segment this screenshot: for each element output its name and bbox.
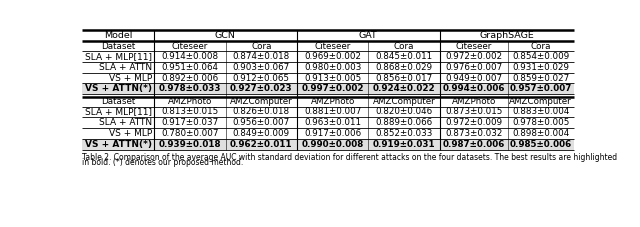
Text: 0.898±0.004: 0.898±0.004 xyxy=(512,129,570,138)
Text: 0.852±0.033: 0.852±0.033 xyxy=(375,129,433,138)
Text: 0.927±0.023: 0.927±0.023 xyxy=(230,84,292,93)
Text: 0.980±0.003: 0.980±0.003 xyxy=(304,63,362,72)
Text: AMZComputer: AMZComputer xyxy=(509,97,572,106)
Text: SLA + MLP[11]: SLA + MLP[11] xyxy=(85,107,152,116)
Text: Dataset: Dataset xyxy=(101,97,135,106)
Text: 0.931±0.029: 0.931±0.029 xyxy=(512,63,569,72)
Text: 0.956±0.007: 0.956±0.007 xyxy=(233,118,290,127)
Text: 0.962±0.011: 0.962±0.011 xyxy=(230,140,292,149)
Text: 0.963±0.011: 0.963±0.011 xyxy=(304,118,361,127)
Text: 0.868±0.029: 0.868±0.029 xyxy=(376,63,433,72)
Text: 0.883±0.004: 0.883±0.004 xyxy=(512,107,570,116)
Text: 0.924±0.022: 0.924±0.022 xyxy=(372,84,435,93)
Text: 0.903±0.067: 0.903±0.067 xyxy=(233,63,290,72)
Text: 0.997±0.002: 0.997±0.002 xyxy=(301,84,364,93)
Text: 0.972±0.009: 0.972±0.009 xyxy=(445,118,502,127)
Text: 0.845±0.011: 0.845±0.011 xyxy=(376,52,433,61)
Text: 0.849±0.009: 0.849±0.009 xyxy=(233,129,290,138)
Text: 0.978±0.033: 0.978±0.033 xyxy=(159,84,221,93)
Text: 0.859±0.027: 0.859±0.027 xyxy=(512,74,570,83)
Text: 0.978±0.005: 0.978±0.005 xyxy=(512,118,570,127)
Text: in bold. (*) denotes our proposed method.: in bold. (*) denotes our proposed method… xyxy=(83,158,244,167)
Text: VS + ATTN(*): VS + ATTN(*) xyxy=(85,84,152,93)
Text: Dataset: Dataset xyxy=(101,42,135,51)
Text: 0.951±0.064: 0.951±0.064 xyxy=(161,63,218,72)
Text: Citeseer: Citeseer xyxy=(456,42,492,51)
Text: SLA + ATTN: SLA + ATTN xyxy=(99,118,152,127)
Text: 0.939±0.018: 0.939±0.018 xyxy=(159,140,221,149)
Text: 0.873±0.032: 0.873±0.032 xyxy=(445,129,502,138)
Text: 0.873±0.015: 0.873±0.015 xyxy=(445,107,502,116)
Text: Citeseer: Citeseer xyxy=(172,42,208,51)
Text: AMZComputer: AMZComputer xyxy=(230,97,292,106)
Text: Cora: Cora xyxy=(394,42,414,51)
Text: 0.994±0.006: 0.994±0.006 xyxy=(442,84,505,93)
Text: 0.919±0.031: 0.919±0.031 xyxy=(372,140,435,149)
Text: 0.990±0.008: 0.990±0.008 xyxy=(301,140,364,149)
Text: Cora: Cora xyxy=(251,42,271,51)
Text: AMZPhoto: AMZPhoto xyxy=(168,97,212,106)
Text: AMZPhoto: AMZPhoto xyxy=(310,97,355,106)
Text: VS + ATTN(*): VS + ATTN(*) xyxy=(85,140,152,149)
Text: 0.913±0.005: 0.913±0.005 xyxy=(304,74,361,83)
Text: Cora: Cora xyxy=(531,42,551,51)
Text: AMZPhoto: AMZPhoto xyxy=(451,97,496,106)
Text: 0.949±0.007: 0.949±0.007 xyxy=(445,74,502,83)
Text: VS + MLP: VS + MLP xyxy=(109,74,152,83)
Text: 0.780±0.007: 0.780±0.007 xyxy=(161,129,218,138)
Text: 0.912±0.065: 0.912±0.065 xyxy=(233,74,290,83)
Text: 0.856±0.017: 0.856±0.017 xyxy=(375,74,433,83)
Text: 0.969±0.002: 0.969±0.002 xyxy=(304,52,361,61)
Text: GCN: GCN xyxy=(215,31,236,40)
Text: 0.914±0.008: 0.914±0.008 xyxy=(161,52,218,61)
Text: 0.987±0.006: 0.987±0.006 xyxy=(442,140,505,149)
Text: AMZComputer: AMZComputer xyxy=(372,97,435,106)
Text: VS + MLP: VS + MLP xyxy=(109,129,152,138)
Text: Model: Model xyxy=(104,31,132,40)
Text: 0.813±0.015: 0.813±0.015 xyxy=(161,107,218,116)
Text: 0.826±0.018: 0.826±0.018 xyxy=(233,107,290,116)
Text: 0.854±0.009: 0.854±0.009 xyxy=(512,52,570,61)
Text: 0.881±0.007: 0.881±0.007 xyxy=(304,107,362,116)
Text: 0.892±0.006: 0.892±0.006 xyxy=(161,74,218,83)
Text: 0.957±0.007: 0.957±0.007 xyxy=(509,84,572,93)
Text: GAT: GAT xyxy=(359,31,378,40)
Text: 0.874±0.018: 0.874±0.018 xyxy=(233,52,290,61)
Bar xyxy=(83,84,573,94)
Text: 0.917±0.006: 0.917±0.006 xyxy=(304,129,361,138)
Bar xyxy=(83,139,573,150)
Text: GraphSAGE: GraphSAGE xyxy=(479,31,534,40)
Text: 0.985±0.006: 0.985±0.006 xyxy=(509,140,572,149)
Text: 0.972±0.002: 0.972±0.002 xyxy=(445,52,502,61)
Text: 0.820±0.046: 0.820±0.046 xyxy=(376,107,433,116)
Text: Citeseer: Citeseer xyxy=(314,42,351,51)
Text: 0.889±0.066: 0.889±0.066 xyxy=(376,118,433,127)
Text: SLA + MLP[11]: SLA + MLP[11] xyxy=(85,52,152,61)
Text: SLA + ATTN: SLA + ATTN xyxy=(99,63,152,72)
Text: Table 2. Comparison of the average AUC with standard deviation for different att: Table 2. Comparison of the average AUC w… xyxy=(83,153,618,162)
Text: 0.917±0.037: 0.917±0.037 xyxy=(161,118,218,127)
Text: 0.976±0.007: 0.976±0.007 xyxy=(445,63,502,72)
